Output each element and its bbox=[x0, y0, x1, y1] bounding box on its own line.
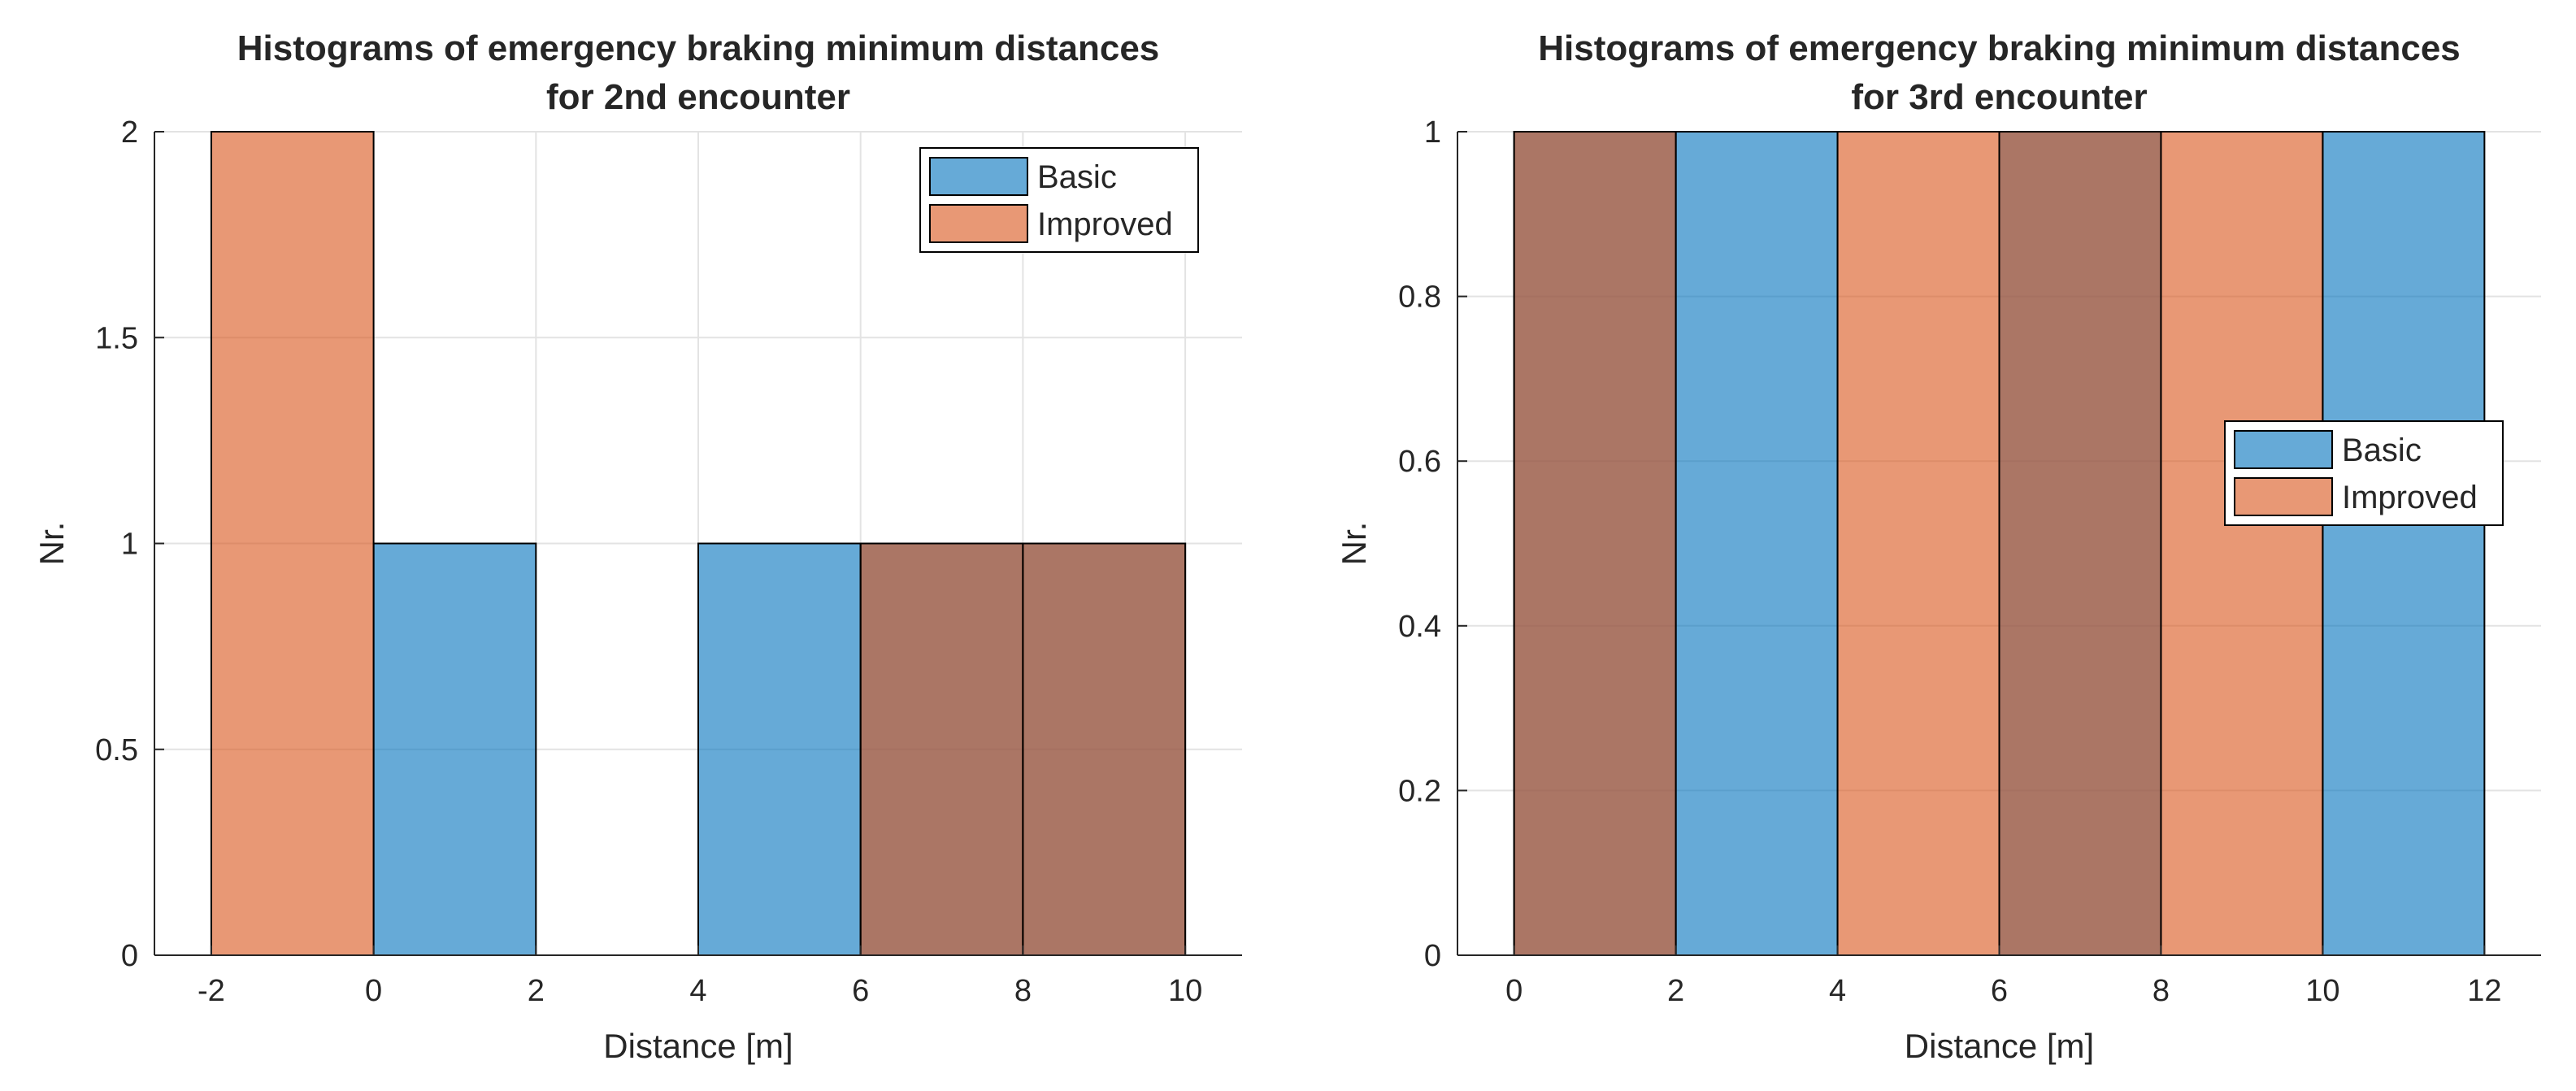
legend-swatch-improved bbox=[929, 204, 1028, 243]
x-tick-label: -2 bbox=[198, 974, 225, 1008]
x-tick-label: 10 bbox=[1168, 974, 1202, 1008]
legend-swatch-basic bbox=[2234, 430, 2333, 469]
y-tick-label: 0.6 bbox=[1398, 445, 1441, 479]
x-tick-label: 8 bbox=[2152, 974, 2170, 1008]
y-tick-label: 1 bbox=[121, 528, 138, 562]
legend: Basic Improved bbox=[919, 147, 1199, 253]
x-tick-label: 8 bbox=[1014, 974, 1032, 1008]
bar-improved-bin-2 bbox=[1836, 131, 2000, 956]
bar-basic-bin-5 bbox=[2322, 131, 2486, 956]
x-tick-label: 0 bbox=[365, 974, 382, 1008]
x-tick-label: 6 bbox=[1991, 974, 2008, 1008]
y-tick-label: 0.5 bbox=[95, 733, 138, 767]
chart-title-line-2: for 3rd encounter bbox=[1851, 77, 2147, 117]
legend: Basic Improved bbox=[2224, 420, 2504, 526]
y-tick-label: 1.5 bbox=[95, 321, 138, 355]
bar-improved-bin-0 bbox=[210, 131, 375, 956]
x-tick-label: 2 bbox=[528, 974, 545, 1008]
y-axis-label: Nr. bbox=[33, 522, 71, 566]
x-tick-label: 0 bbox=[1505, 974, 1523, 1008]
legend-label-basic: Basic bbox=[1037, 159, 1117, 195]
bar-improved-bin-3 bbox=[1998, 131, 2162, 956]
bar-basic-bin-2 bbox=[697, 542, 862, 956]
chart-panel-1: -2 0 2 4 6 8 10 0 0.5 1 1.5 2 Distance [m] Nr. Histogr… bbox=[33, 28, 1242, 1065]
x-tick-label: 12 bbox=[2467, 974, 2501, 1008]
chart-title-line-1: Histograms of emergency braking minimum … bbox=[237, 28, 1160, 68]
bar-improved-bin-4 bbox=[2160, 131, 2324, 956]
x-tick-label: 4 bbox=[1829, 974, 1846, 1008]
y-tick-label: 0.8 bbox=[1398, 280, 1441, 315]
x-tick-label: 10 bbox=[2305, 974, 2339, 1008]
y-tick-label: 0.4 bbox=[1398, 610, 1441, 644]
legend-label-improved: Improved bbox=[2342, 480, 2478, 515]
x-axis-label: Distance [m] bbox=[603, 1027, 793, 1065]
bar-improved-bin-0 bbox=[1513, 131, 1677, 956]
y-tick-label: 0.2 bbox=[1398, 774, 1441, 808]
x-tick-label: 6 bbox=[852, 974, 869, 1008]
chart-panel-2: 0 2 4 6 8 10 12 0 0.2 0.4 0.6 0.8 1 Distance [m] Nr. Hi… bbox=[1335, 28, 2541, 1065]
y-axis-label: Nr. bbox=[1335, 522, 1373, 566]
chart-title-line-1: Histograms of emergency braking minimum … bbox=[1538, 28, 2461, 68]
x-tick-label: 4 bbox=[689, 974, 706, 1008]
chart-title-line-2: for 2nd encounter bbox=[546, 77, 850, 117]
legend-swatch-basic bbox=[929, 157, 1028, 196]
x-axis-label: Distance [m] bbox=[1905, 1027, 2094, 1065]
legend-label-basic: Basic bbox=[2342, 432, 2422, 468]
bar-basic-bin-1 bbox=[1675, 131, 1839, 956]
y-tick-label: 2 bbox=[121, 115, 138, 150]
bar-improved-bin-4 bbox=[859, 542, 1024, 956]
bar-basic-bin-0 bbox=[372, 542, 537, 956]
bar-improved-bin-5 bbox=[1022, 542, 1187, 956]
y-tick-label: 0 bbox=[121, 939, 138, 973]
y-tick-label: 1 bbox=[1424, 115, 1441, 150]
legend-swatch-improved bbox=[2234, 477, 2333, 516]
legend-label-improved: Improved bbox=[1037, 206, 1173, 242]
x-tick-label: 2 bbox=[1667, 974, 1684, 1008]
y-tick-label: 0 bbox=[1424, 939, 1441, 973]
